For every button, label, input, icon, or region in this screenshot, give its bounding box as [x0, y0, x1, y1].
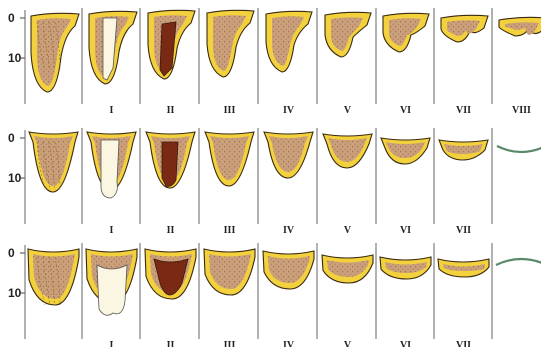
trabecular-lines	[54, 256, 61, 306]
stage-label: IV	[283, 105, 295, 116]
trabecular-lines	[42, 141, 51, 191]
extraction-socket	[161, 141, 179, 187]
panel-stage-VII: VII	[438, 128, 493, 236]
panel-stage-V: V	[324, 8, 377, 116]
trabecular-lines	[48, 256, 56, 306]
panel-stage-VI: VI	[379, 243, 435, 347]
trabecular-lines	[54, 141, 61, 191]
panel-stage-VIII	[496, 145, 541, 154]
stage-label: II	[167, 340, 175, 347]
cancellous-bone	[331, 17, 363, 51]
tooth	[102, 17, 118, 81]
panel-stage-VI: VI	[382, 8, 435, 116]
stage-label: V	[344, 105, 352, 116]
panel-stage-VIII	[495, 257, 541, 266]
trabecular-lines	[42, 21, 51, 71]
extraction-socket	[159, 21, 177, 77]
tooth	[100, 139, 120, 199]
panel-stage-IV: IV	[263, 128, 318, 236]
stage-label: VI	[400, 105, 411, 116]
stage-label: I	[110, 340, 114, 347]
stage-label: III	[224, 225, 236, 236]
y-tick-label: 0	[8, 11, 15, 25]
panel-reference	[27, 243, 83, 339]
y-tick-label: 10	[8, 286, 22, 300]
cancellous-bone	[272, 16, 304, 66]
stage-label: I	[110, 225, 114, 236]
stage-label: VII	[456, 340, 471, 347]
cancellous-bone	[268, 256, 310, 283]
panel-stage-VII: VII	[437, 243, 493, 347]
cortical-remnant	[496, 145, 541, 154]
stage-label: VI	[400, 225, 411, 236]
cancellous-bone	[386, 142, 425, 158]
stage-label: IV	[283, 340, 295, 347]
stage-label: II	[167, 105, 175, 116]
stage-label: III	[224, 105, 236, 116]
stage-label: II	[167, 225, 175, 236]
cancellous-bone	[328, 138, 367, 162]
panel-stage-II: II	[145, 128, 200, 236]
panel-stage-V: V	[321, 243, 377, 347]
cancellous-bone	[33, 254, 75, 299]
panel-stage-I: I	[86, 128, 141, 236]
panel-stage-II: II	[144, 243, 200, 347]
panel-stage-III: III	[203, 243, 259, 347]
panel-stage-III: III	[206, 8, 259, 116]
tooth	[96, 264, 128, 316]
stage-label: V	[344, 225, 352, 236]
panel-stage-VIII: VIII	[498, 16, 541, 116]
stage-label: VII	[456, 225, 471, 236]
panel-stage-IV: IV	[262, 243, 318, 347]
panel-stage-III: III	[204, 128, 259, 236]
cancellous-bone	[505, 22, 539, 35]
trabecular-lines	[36, 21, 46, 71]
trabecular-lines	[48, 141, 56, 191]
cortical-remnant	[495, 257, 541, 266]
stage-label: VIII	[512, 105, 531, 116]
trabecular-lines	[36, 256, 46, 306]
cancellous-bone	[209, 254, 251, 289]
y-tick-label: 0	[8, 131, 15, 145]
cancellous-bone	[34, 136, 73, 186]
trabecular-lines	[54, 21, 61, 71]
stage-label: VII	[456, 105, 471, 116]
trabecular-lines	[36, 141, 46, 191]
panel-reference	[28, 128, 83, 224]
stage-label: V	[344, 340, 352, 347]
cancellous-bone	[447, 20, 480, 36]
cancellous-bone	[444, 144, 483, 154]
cancellous-bone	[269, 136, 308, 172]
panel-stage-IV: IV	[265, 8, 318, 116]
stage-label: I	[110, 105, 114, 116]
stage-label: VI	[400, 340, 411, 347]
panel-stage-II: II	[147, 8, 200, 116]
cancellous-bone	[210, 136, 249, 180]
panel-stage-I: I	[88, 8, 141, 116]
cancellous-bone	[37, 18, 71, 87]
y-tick-label: 10	[8, 171, 22, 185]
cancellous-bone	[213, 15, 246, 71]
y-tick-label: 0	[8, 246, 15, 260]
panel-stage-V: V	[322, 128, 377, 236]
trabecular-lines	[48, 21, 56, 71]
extraction-socket	[153, 258, 189, 296]
cancellous-bone	[385, 262, 427, 273]
panel-reference	[30, 8, 83, 104]
panel-stage-VI: VI	[380, 128, 435, 236]
y-tick-label: 10	[8, 51, 22, 65]
panel-stage-I: I	[85, 243, 141, 347]
panel-stage-VII: VII	[440, 8, 493, 116]
cancellous-bone	[327, 260, 369, 277]
stage-label: IV	[283, 225, 295, 236]
trabecular-lines	[42, 256, 51, 306]
cancellous-bone	[443, 264, 485, 271]
cancellous-bone	[389, 18, 421, 46]
stage-label: III	[224, 340, 236, 347]
